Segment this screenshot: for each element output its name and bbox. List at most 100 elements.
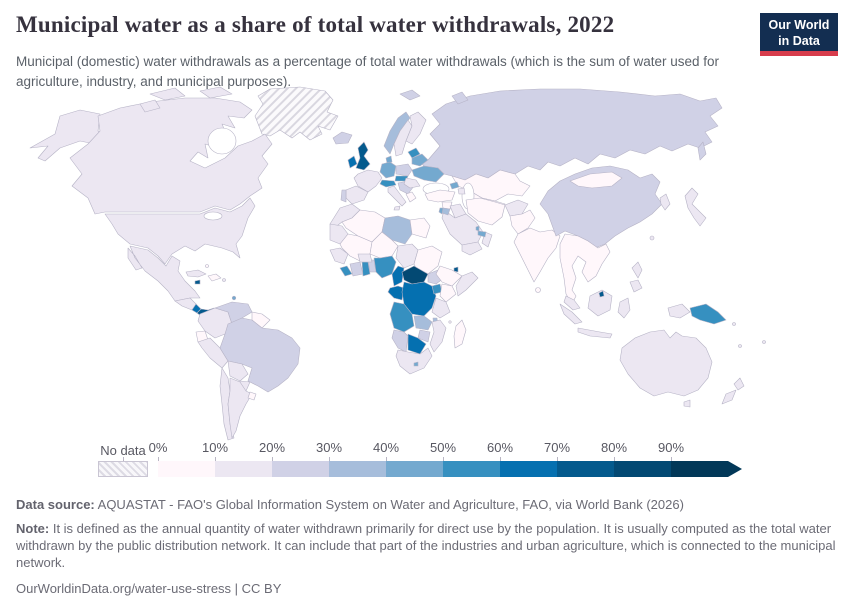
region-djibouti[interactable] <box>453 266 459 273</box>
legend-segment[interactable]: 80% <box>601 440 671 477</box>
region-iran[interactable] <box>465 197 506 226</box>
region-uk[interactable] <box>355 141 371 171</box>
region-svalbard[interactable] <box>399 89 421 101</box>
region-madagascar[interactable] <box>453 319 467 349</box>
region-korea[interactable] <box>659 193 671 211</box>
region-tasmania[interactable] <box>683 399 691 408</box>
region-borneo[interactable] <box>587 289 613 317</box>
region-afghanistan[interactable] <box>504 199 529 217</box>
legend-segment[interactable]: 40% <box>373 440 443 477</box>
region-italy[interactable] <box>387 185 407 207</box>
region-japan[interactable] <box>684 187 707 227</box>
region-se-asia[interactable] <box>559 233 611 305</box>
region-hispaniola[interactable] <box>207 273 222 282</box>
region-botswana[interactable] <box>407 333 427 355</box>
region-senegal-guinea[interactable] <box>329 247 349 265</box>
region-mongolia[interactable] <box>569 171 623 189</box>
region-ukraine[interactable] <box>411 165 445 183</box>
region-bolivia[interactable] <box>227 360 249 382</box>
region-gabon-congo[interactable] <box>387 285 405 301</box>
owid-logo[interactable]: Our World in Data <box>760 13 838 56</box>
region-nigeria[interactable] <box>373 255 397 279</box>
region-norway[interactable] <box>383 111 411 155</box>
region-azerbaijan[interactable] <box>457 187 466 195</box>
region-argentina[interactable] <box>227 377 253 439</box>
region-saudi-arabia[interactable] <box>441 209 484 246</box>
region-uae[interactable] <box>477 230 487 238</box>
region-brunei[interactable] <box>598 290 605 298</box>
region-west-papua[interactable] <box>667 303 691 319</box>
region-kenya[interactable] <box>439 283 457 303</box>
region-belarus[interactable] <box>411 153 429 167</box>
region-liberia[interactable] <box>339 265 353 277</box>
region-jamaica[interactable] <box>194 279 201 285</box>
region-sicily[interactable] <box>393 205 401 211</box>
region-novaya-zemlya[interactable] <box>451 91 469 105</box>
region-sumatra[interactable] <box>559 303 583 325</box>
region-greece[interactable] <box>405 191 417 203</box>
region-austria-switzerland[interactable] <box>379 179 397 188</box>
region-new-zealand-north[interactable] <box>733 377 745 391</box>
legend-segment[interactable]: 50% <box>430 440 500 477</box>
region-egypt[interactable] <box>409 217 431 239</box>
region-australia[interactable] <box>619 329 713 397</box>
region-zambia[interactable] <box>413 315 433 331</box>
region-baltics[interactable] <box>407 147 421 159</box>
region-poland[interactable] <box>395 163 413 177</box>
region-trinidad[interactable] <box>231 295 237 301</box>
region-guyanas[interactable] <box>251 311 271 329</box>
region-ireland[interactable] <box>347 155 358 169</box>
region-denmark[interactable] <box>385 155 393 164</box>
citation-line[interactable]: OurWorldinData.org/water-use-stress | CC… <box>16 580 282 596</box>
region-angola[interactable] <box>389 301 415 333</box>
region-drc[interactable] <box>401 281 437 317</box>
region-germany[interactable] <box>379 161 397 179</box>
legend-segment[interactable]: 60% <box>487 440 557 477</box>
legend-segment[interactable]: 30% <box>316 440 386 477</box>
region-arctic-island[interactable] <box>199 86 233 99</box>
region-arctic-island[interactable] <box>139 99 161 113</box>
region-iceland[interactable] <box>332 131 353 145</box>
legend-segment[interactable]: 70% <box>544 440 614 477</box>
region-new-zealand-south[interactable] <box>721 389 737 405</box>
region-namibia[interactable] <box>391 329 409 353</box>
region-somalia[interactable] <box>455 271 479 297</box>
legend-segment[interactable]: 90% <box>658 440 728 477</box>
region-chile[interactable] <box>219 367 235 441</box>
legend-no-data-swatch[interactable] <box>98 461 148 477</box>
region-georgia[interactable] <box>449 181 460 190</box>
region-south-africa[interactable] <box>395 347 433 375</box>
region-cuba[interactable] <box>185 269 207 278</box>
legend-segment[interactable]: 20% <box>259 440 329 477</box>
region-niger[interactable] <box>369 231 399 259</box>
region-sulawesi[interactable] <box>617 297 631 319</box>
region-greenland[interactable] <box>254 86 339 141</box>
region-romania[interactable] <box>403 177 421 189</box>
region-java[interactable] <box>577 327 613 339</box>
region-peru[interactable] <box>197 337 229 369</box>
region-france[interactable] <box>353 169 383 193</box>
region-arctic-island[interactable] <box>149 87 186 101</box>
region-bahamas[interactable] <box>205 264 209 268</box>
region-canada[interactable] <box>69 97 273 215</box>
region-india[interactable] <box>513 227 561 283</box>
legend-segment[interactable]: 10% <box>202 440 272 477</box>
region-new-caledonia[interactable] <box>738 344 742 348</box>
legend-segment[interactable]: 0% <box>149 440 215 477</box>
region-sudan[interactable] <box>413 245 443 275</box>
region-tanzania[interactable] <box>431 297 451 319</box>
region-yemen[interactable] <box>461 241 483 256</box>
region-mexico[interactable] <box>127 245 201 302</box>
region-philippines-south[interactable] <box>629 279 643 293</box>
region-qatar[interactable] <box>475 225 480 232</box>
region-sakhalin[interactable] <box>697 141 707 161</box>
region-comoros[interactable] <box>448 320 452 324</box>
region-philippines[interactable] <box>631 261 643 279</box>
region-israel[interactable] <box>438 207 444 215</box>
region-mozambique[interactable] <box>429 319 447 353</box>
region-lesotho[interactable] <box>413 361 419 367</box>
region-taiwan[interactable] <box>649 235 655 241</box>
region-malaysia[interactable] <box>563 295 581 311</box>
region-puerto-rico[interactable] <box>222 278 226 282</box>
region-fiji[interactable] <box>762 340 766 344</box>
